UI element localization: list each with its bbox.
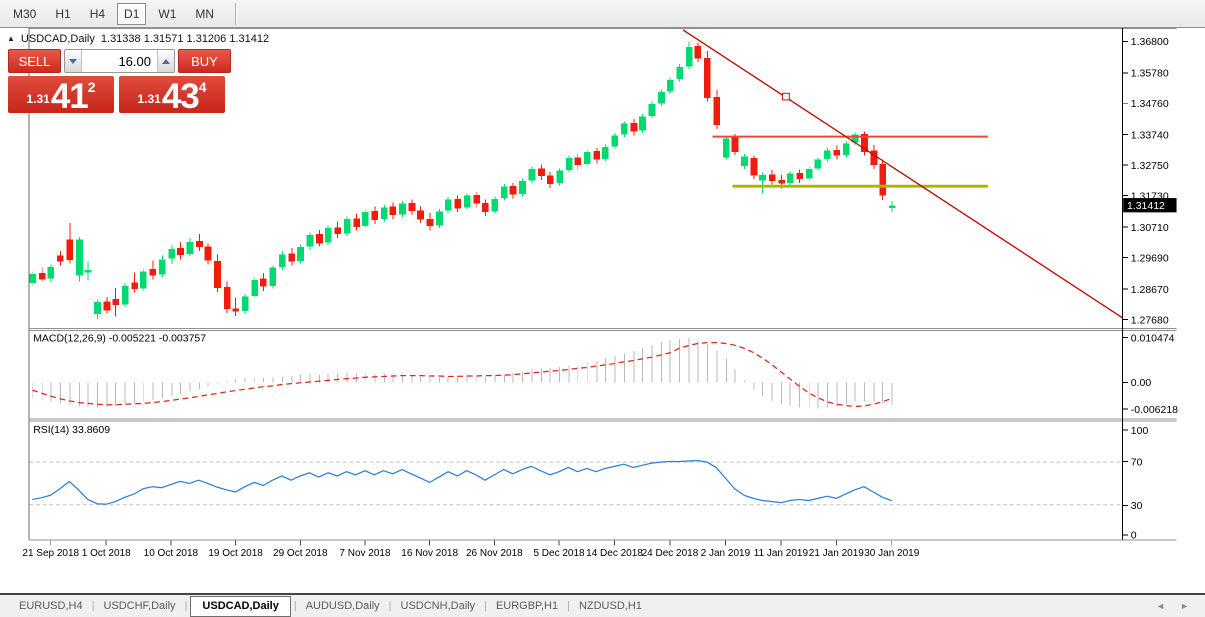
svg-text:2 Jan 2019: 2 Jan 2019	[701, 548, 751, 559]
tf-button-h4[interactable]: H4	[83, 3, 112, 25]
svg-text:10 Oct 2018: 10 Oct 2018	[144, 548, 199, 559]
svg-text:0.010474: 0.010474	[1131, 333, 1175, 344]
collapse-triangle-icon[interactable]: ▲	[7, 34, 15, 43]
sell-price-base: 1.31	[26, 92, 50, 106]
pane-borders	[28, 28, 1177, 541]
svg-text:1.29690: 1.29690	[1131, 253, 1169, 264]
current-price-badge	[1123, 198, 1177, 213]
sell-price-big: 41	[50, 77, 89, 116]
buy-button[interactable]: BUY	[178, 49, 231, 73]
svg-text:1.34760: 1.34760	[1131, 99, 1169, 110]
tab-separator: |	[184, 600, 188, 612]
chart-tab-bar: EURUSD,H4 | USDCHF,Daily | USDCAD,Daily | AUDU…	[0, 593, 1205, 617]
tab-separator: |	[484, 600, 487, 612]
trendline-handle[interactable]	[782, 92, 790, 101]
buy-price-box[interactable]: 1.31 43 4	[119, 76, 225, 116]
svg-text:1.33740: 1.33740	[1131, 131, 1169, 142]
svg-text:1.32750: 1.32750	[1131, 161, 1169, 172]
tab-eurusd-h4[interactable]: EURUSD,H4	[19, 600, 83, 612]
svg-text:14 Dec 2018: 14 Dec 2018	[586, 548, 643, 559]
sell-price-sup: 2	[87, 79, 96, 95]
tf-button-w1[interactable]: W1	[151, 3, 183, 25]
svg-text:11 Jan 2019: 11 Jan 2019	[754, 548, 809, 559]
svg-text:29 Oct 2018: 29 Oct 2018	[273, 548, 328, 559]
tf-button-d1[interactable]: D1	[117, 2, 147, 25]
svg-text:1.31730: 1.31730	[1131, 192, 1169, 203]
svg-text:1 Oct 2018: 1 Oct 2018	[82, 548, 131, 559]
tab-eurgbp-h1[interactable]: EURGBP,H1	[495, 600, 559, 612]
svg-text:16 Nov 2018: 16 Nov 2018	[401, 548, 458, 559]
ohlc-readout: 1.31338 1.31571 1.31206 1.31412	[100, 33, 270, 45]
rsi-header: RSI(14) 33.8609	[33, 425, 110, 436]
triangle-down-icon	[69, 58, 77, 64]
timeframe-toolbar: M30 H1 H4 D1 W1 MN	[0, 0, 1205, 28]
tab-scroll-arrows: ◄ ►	[1156, 595, 1189, 617]
chart-background	[28, 28, 1177, 567]
svg-text:-0.006218: -0.006218	[1131, 405, 1178, 416]
tab-usdcnh-daily[interactable]: USDCNH,Daily	[400, 600, 476, 612]
buy-price-base: 1.31	[137, 92, 161, 106]
svg-text:1.36800: 1.36800	[1131, 37, 1169, 48]
sell-button[interactable]: SELL	[8, 49, 61, 73]
tab-separator: |	[388, 600, 392, 612]
svg-text:100: 100	[1131, 426, 1149, 437]
chart-window: 1.36800 1.35780 1.34760 1.33740 1.32750 1.317…	[0, 28, 1205, 593]
tf-button-h1[interactable]: H1	[48, 3, 77, 25]
volume-decrease-button[interactable]	[65, 50, 82, 72]
volume-increase-button[interactable]	[157, 50, 174, 72]
svg-text:1.28670: 1.28670	[1131, 285, 1169, 296]
tab-nzdusd-h1[interactable]: NZDUSD,H1	[578, 600, 642, 612]
price-axis: 1.36800 1.35780 1.34760 1.33740 1.32750 1.317…	[1123, 37, 1177, 326]
triangle-up-icon	[162, 58, 170, 64]
svg-text:30 Jan 2019: 30 Jan 2019	[864, 548, 919, 559]
tab-separator: |	[567, 600, 570, 612]
svg-text:26 Nov 2018: 26 Nov 2018	[466, 548, 523, 559]
volume-input[interactable]	[82, 50, 157, 72]
svg-text:19 Oct 2018: 19 Oct 2018	[208, 548, 263, 559]
svg-text:7 Nov 2018: 7 Nov 2018	[339, 548, 391, 559]
indicator-axes: 0.010474 0.00 -0.006218 100 70 30 0	[1123, 333, 1178, 542]
svg-text:5 Dec 2018: 5 Dec 2018	[533, 548, 585, 559]
toolbar-separator	[235, 2, 237, 25]
descending-trendline[interactable]	[682, 29, 1123, 319]
macd-header: MACD(12,26,9) -0.005221 -0.003757	[33, 333, 206, 344]
svg-text:0.00: 0.00	[1131, 378, 1152, 389]
tab-separator: |	[293, 600, 297, 612]
svg-text:70: 70	[1131, 457, 1143, 468]
tabs-scroll-left-icon[interactable]: ◄	[1156, 601, 1166, 611]
svg-text:21 Sep 2018: 21 Sep 2018	[22, 548, 79, 559]
tab-audusd-daily[interactable]: AUDUSD,Daily	[305, 600, 380, 612]
svg-text:1.30710: 1.30710	[1131, 223, 1169, 234]
tab-usdcad-daily[interactable]: USDCAD,Daily	[190, 595, 291, 617]
svg-text:1.27680: 1.27680	[1131, 315, 1169, 326]
symbol-header: ▲ USDCAD,Daily 1.31338 1.31571 1.31206 1…	[7, 33, 269, 45]
svg-text:0: 0	[1131, 531, 1137, 542]
sell-price-box[interactable]: 1.31 41 2	[8, 76, 114, 116]
buy-price-sup: 4	[198, 79, 207, 95]
macd-signal-line	[32, 341, 892, 408]
svg-text:24 Dec 2018: 24 Dec 2018	[642, 548, 699, 559]
time-axis: 21 Sep 2018 1 Oct 2018 10 Oct 2018 19 Oct 2…	[22, 540, 920, 559]
tab-separator: |	[91, 600, 95, 612]
svg-text:1.35780: 1.35780	[1131, 69, 1169, 80]
svg-text:21 Jan 2019: 21 Jan 2019	[809, 548, 864, 559]
buy-price-big: 43	[161, 77, 200, 116]
tab-usdchf-daily[interactable]: USDCHF,Daily	[103, 600, 176, 612]
tf-button-mn[interactable]: MN	[188, 3, 221, 25]
tabs-scroll-right-icon[interactable]: ►	[1180, 601, 1189, 611]
volume-stepper	[64, 49, 175, 73]
symbol-title: USDCAD,Daily	[20, 33, 95, 45]
svg-text:30: 30	[1131, 501, 1143, 512]
rsi-line	[32, 459, 892, 505]
price-chart-canvas[interactable]: 1.368001.357801.347601.337401.327501.317…	[0, 28, 1205, 593]
svg-text:1.31412: 1.31412	[1127, 201, 1165, 212]
tf-button-m30[interactable]: M30	[6, 3, 43, 25]
candlestick-series	[29, 41, 896, 319]
